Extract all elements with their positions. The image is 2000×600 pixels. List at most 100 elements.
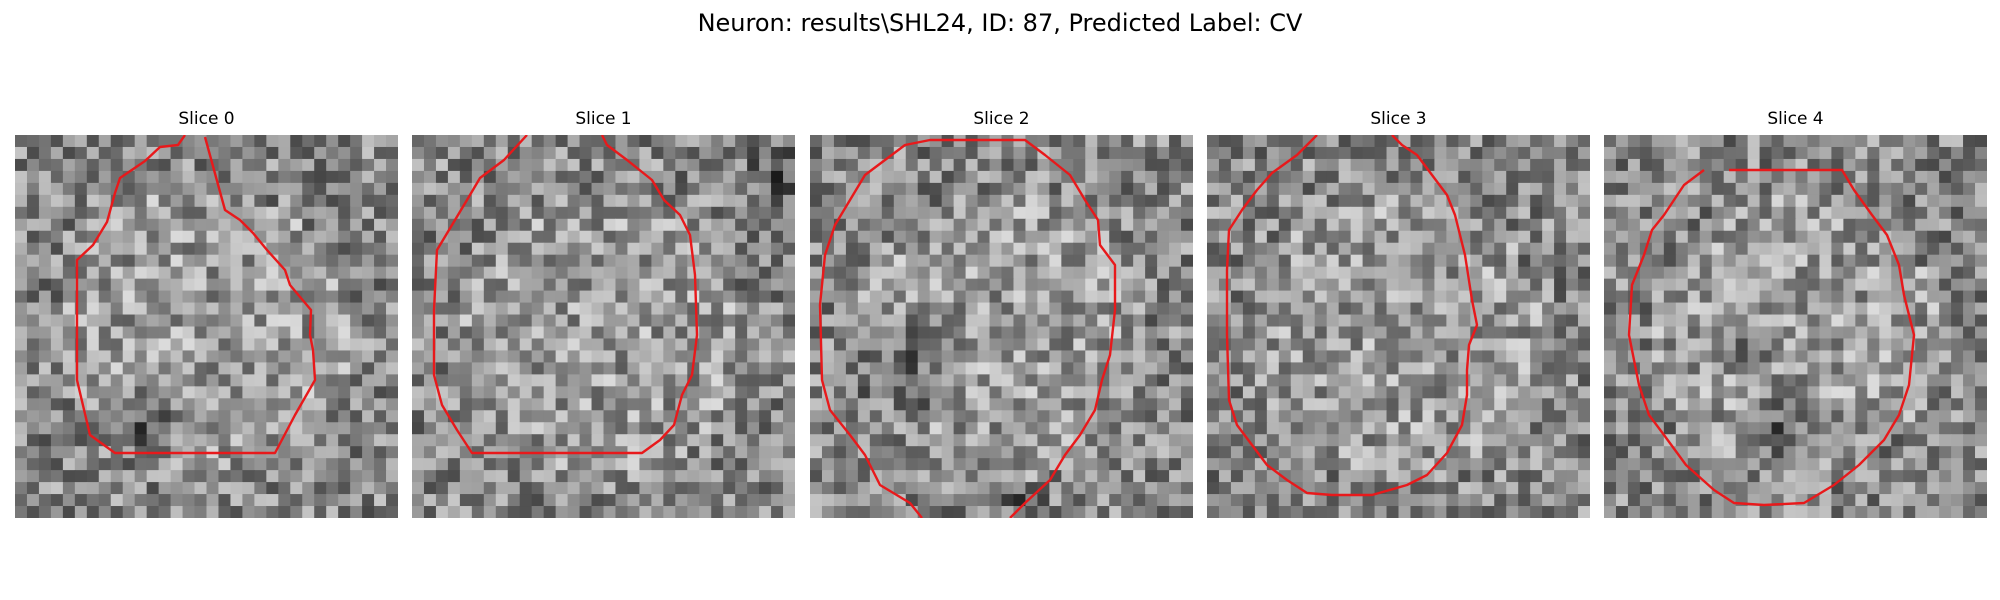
pixel-cell <box>1350 314 1364 328</box>
pixel-cell <box>543 470 557 483</box>
pixel-cell <box>1073 410 1086 423</box>
pixel-cell <box>1037 434 1050 447</box>
pixel-cell <box>531 362 545 375</box>
pixel-cell <box>579 158 593 172</box>
pixel-cell <box>1578 314 1590 328</box>
pixel-cell <box>266 410 279 423</box>
pixel-cell <box>38 302 52 316</box>
pixel-cell <box>134 170 148 184</box>
pixel-cell <box>1242 218 1256 232</box>
pixel-cell <box>1338 242 1352 256</box>
pixel-cell <box>543 410 557 423</box>
pixel-cell <box>687 434 700 447</box>
pixel-cell <box>1663 266 1677 280</box>
pixel-cell <box>723 194 736 208</box>
pixel-cell <box>905 506 919 518</box>
pixel-cell <box>1302 422 1316 435</box>
pixel-cell <box>663 182 676 196</box>
pixel-cell <box>881 410 895 423</box>
pixel-cell <box>857 338 871 352</box>
pixel-cell <box>735 290 748 304</box>
pixel-cell <box>86 398 100 411</box>
pixel-cell <box>1001 446 1015 459</box>
pixel-cell <box>1867 386 1880 399</box>
pixel-cell <box>362 434 375 447</box>
pixel-cell <box>555 314 569 328</box>
pixel-cell <box>158 242 172 256</box>
pixel-cell <box>869 458 883 471</box>
pixel-cell <box>1795 278 1809 292</box>
pixel-cell <box>651 338 664 352</box>
pixel-cell <box>218 135 232 148</box>
pixel-cell <box>1506 386 1519 399</box>
pixel-cell <box>759 470 772 483</box>
pixel-cell <box>627 194 641 208</box>
pixel-cell <box>98 506 112 518</box>
pixel-cell <box>447 386 461 399</box>
pixel-cell <box>206 458 220 471</box>
pixel-cell <box>1157 494 1170 507</box>
pixel-cell <box>1242 230 1256 244</box>
pixel-cell <box>1133 135 1146 148</box>
pixel-cell <box>1530 290 1543 304</box>
pixel-cell <box>1494 494 1507 507</box>
pixel-cell <box>953 446 967 459</box>
pixel-cell <box>1963 218 1976 232</box>
pixel-cell <box>1386 458 1400 471</box>
pixel-cell <box>881 494 895 507</box>
pixel-cell <box>893 230 907 244</box>
pixel-cell <box>555 146 569 160</box>
pixel-cell <box>230 410 244 423</box>
pixel-cell <box>1207 446 1220 459</box>
pixel-cell <box>1867 266 1880 280</box>
pixel-cell <box>1843 278 1856 292</box>
pixel-cell <box>182 410 196 423</box>
pixel-cell <box>1506 338 1519 352</box>
pixel-cell <box>771 206 784 220</box>
pixel-cell <box>1049 470 1062 483</box>
pixel-cell <box>1169 182 1182 196</box>
pixel-cell <box>15 266 28 280</box>
pixel-cell <box>1554 135 1567 148</box>
pixel-cell <box>1254 230 1268 244</box>
pixel-cell <box>845 482 859 495</box>
pixel-cell <box>50 266 64 280</box>
pixel-cell <box>1675 434 1689 447</box>
pixel-cell <box>218 254 232 268</box>
pixel-cell <box>881 230 895 244</box>
pixel-cell <box>519 278 533 292</box>
pixel-cell <box>810 218 823 232</box>
pixel-cell <box>1783 434 1797 447</box>
pixel-cell <box>1121 458 1134 471</box>
pixel-cell <box>1207 482 1220 495</box>
pixel-cell <box>663 386 676 399</box>
pixel-cell <box>1434 362 1447 375</box>
pixel-cell <box>218 206 232 220</box>
pixel-cell <box>1747 182 1761 196</box>
pixel-cell <box>1133 266 1146 280</box>
pixel-cell <box>1025 158 1039 172</box>
pixel-cell <box>953 182 967 196</box>
pixel-cell <box>1013 506 1027 518</box>
pixel-cell <box>1687 434 1701 447</box>
pixel-cell <box>771 254 784 268</box>
pixel-cell <box>1927 254 1940 268</box>
pixel-cell <box>1338 230 1352 244</box>
pixel-cell <box>1891 302 1904 316</box>
pixel-cell <box>1975 362 1987 375</box>
pixel-cell <box>495 362 509 375</box>
pixel-cell <box>74 146 88 160</box>
pixel-cell <box>26 278 40 292</box>
pixel-cell <box>1169 254 1182 268</box>
pixel-cell <box>1879 398 1892 411</box>
pixel-cell <box>1350 458 1364 471</box>
pixel-cell <box>857 206 871 220</box>
pixel-cell <box>15 182 28 196</box>
pixel-cell <box>1242 314 1256 328</box>
pixel-cell <box>1843 398 1856 411</box>
pixel-cell <box>1242 506 1256 518</box>
pixel-cell <box>1939 446 1952 459</box>
pixel-cell <box>1133 398 1146 411</box>
pixel-cell <box>362 278 375 292</box>
pixel-cell <box>86 338 100 352</box>
